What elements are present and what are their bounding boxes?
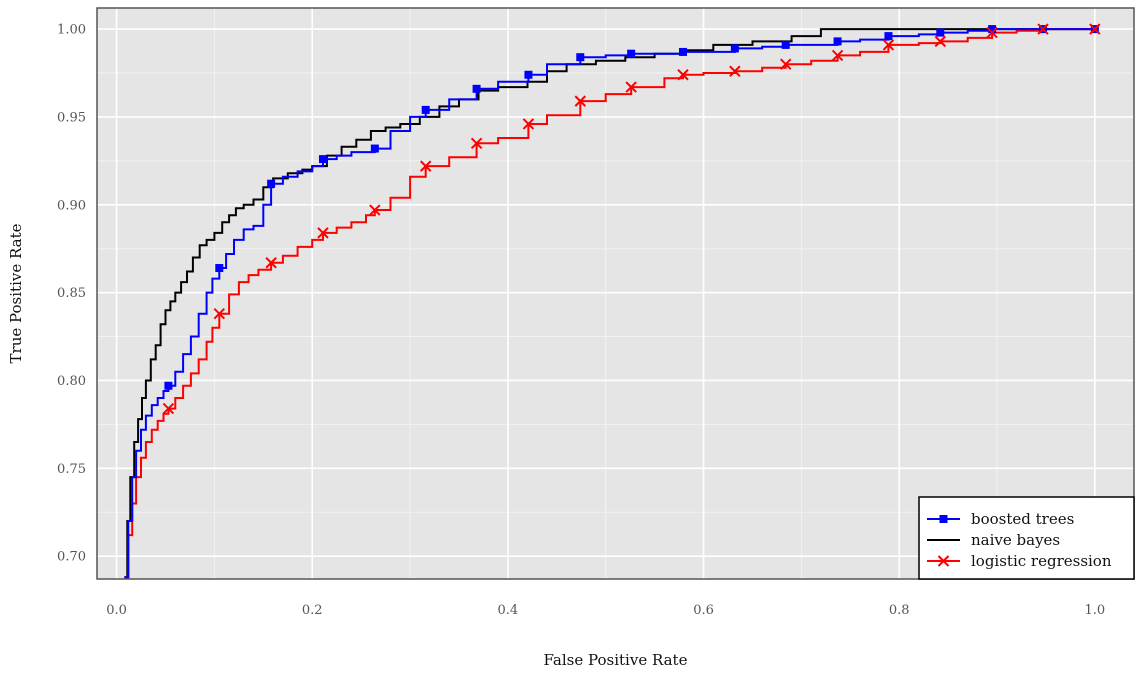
- y-tick-label: 0.70: [57, 550, 86, 565]
- data-point: [677, 69, 689, 81]
- legend-item: boosted trees: [927, 510, 1074, 528]
- data-point: [679, 47, 688, 56]
- y-tick-label: 1.00: [57, 23, 86, 38]
- data-point: [833, 37, 842, 46]
- y-tick-label: 0.80: [57, 374, 86, 389]
- data-point: [369, 204, 381, 216]
- data-point: [988, 25, 997, 34]
- markers-group: [162, 23, 1101, 415]
- data-point: [627, 49, 636, 58]
- data-point: [524, 70, 533, 79]
- data-point: [729, 65, 741, 77]
- data-point: [884, 32, 893, 41]
- data-point: [317, 227, 329, 239]
- data-point: [781, 40, 790, 49]
- data-point: [318, 155, 327, 164]
- data-point: [934, 35, 947, 48]
- data-point: [1037, 23, 1049, 35]
- legend-label: naive bayes: [971, 531, 1060, 549]
- series-line-logistic-regression: [124, 28, 1095, 579]
- data-point: [162, 402, 175, 415]
- y-axis-ticks: 0.70 0.75 0.80 0.85 0.90 0.95 1.00: [57, 23, 86, 565]
- data-point: [986, 26, 998, 39]
- data-point: [831, 49, 844, 62]
- data-point: [420, 160, 432, 172]
- legend: boosted trees naive bayes logistic regress…: [918, 496, 1135, 580]
- data-point: [522, 118, 535, 130]
- x-axis-label: False Positive Rate: [544, 651, 688, 669]
- x-tick-label: 0.8: [889, 603, 910, 618]
- legend-label: logistic regression: [971, 552, 1112, 570]
- y-tick-label: 0.85: [57, 286, 86, 301]
- data-point: [625, 81, 637, 93]
- data-point: [370, 144, 379, 153]
- x-tick-label: 0.4: [498, 603, 519, 618]
- y-tick-label: 0.95: [57, 110, 86, 125]
- data-point: [213, 307, 225, 320]
- x-tick-label: 1.0: [1085, 603, 1106, 618]
- legend-item: logistic regression: [927, 552, 1112, 570]
- y-tick-label: 0.90: [57, 198, 86, 213]
- legend-box: [918, 496, 1135, 580]
- data-point: [1089, 23, 1101, 35]
- x-tick-label: 0.6: [693, 603, 714, 618]
- x-tick-label: 0.2: [302, 603, 323, 618]
- y-tick-label: 0.75: [57, 462, 86, 477]
- data-point: [574, 95, 586, 107]
- x-tick-label: 0.0: [106, 603, 127, 618]
- data-point: [936, 28, 945, 37]
- data-point: [470, 137, 483, 149]
- x-axis-ticks: 0.0 0.2 0.4 0.6 0.8 1.0: [106, 603, 1105, 618]
- plot-area: [97, 8, 1134, 579]
- data-point: [730, 44, 739, 53]
- y-axis-label: True Positive Rate: [7, 223, 25, 363]
- data-point: [780, 58, 792, 70]
- data-point: [164, 381, 173, 390]
- legend-marker: [937, 555, 950, 567]
- legend-label: boosted trees: [971, 510, 1074, 528]
- data-point: [421, 105, 430, 114]
- data-point: [882, 39, 895, 51]
- data-point: [267, 179, 276, 188]
- data-point: [215, 264, 224, 273]
- data-point: [265, 257, 277, 269]
- grid: [97, 8, 1134, 579]
- data-point: [576, 53, 585, 62]
- legend-marker: [939, 515, 948, 523]
- legend-item: naive bayes: [927, 531, 1060, 549]
- series-line-naive-bayes: [124, 28, 1095, 579]
- plot-frame: [96, 7, 1135, 580]
- data-point: [472, 84, 481, 93]
